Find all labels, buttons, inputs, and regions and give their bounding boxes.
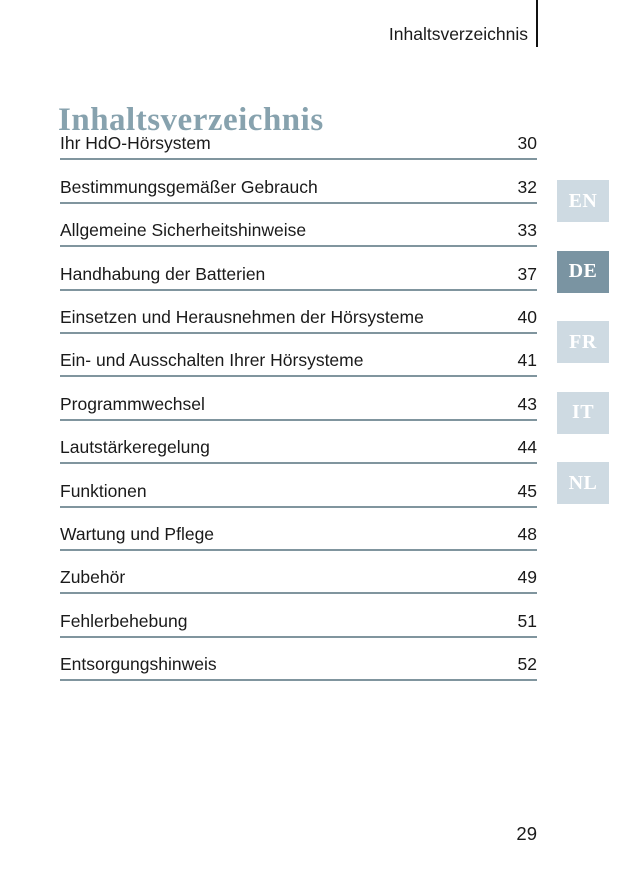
language-tab-label: IT	[571, 401, 595, 423]
running-header-title: Inhaltsverzeichnis	[388, 24, 528, 44]
page-title: Inhaltsverzeichnis	[58, 102, 324, 139]
toc-entry-page-number: 44	[517, 437, 537, 458]
toc-entry[interactable]: Lautstärkeregelung 44	[60, 421, 537, 465]
toc-entry-page-number: 30	[517, 133, 537, 154]
toc-entry-label: Zubehör	[60, 567, 126, 588]
toc-entry[interactable]: Wartung und Pflege 48	[60, 508, 537, 551]
toc-entry-label: Ein- und Ausschalten Ihrer Hörsysteme	[60, 350, 364, 371]
toc-entry-page-number: 51	[517, 610, 537, 631]
toc-entry[interactable]: Fehlerbehebung 51	[60, 594, 537, 638]
toc-entry[interactable]: Programmwechsel 43	[60, 377, 537, 421]
toc-entry-label: Einsetzen und Herausnehmen der Hörsystem…	[60, 306, 424, 327]
toc-entry[interactable]: Handhabung der Batterien 37	[60, 247, 537, 291]
toc-entry[interactable]: Zubehör 49	[60, 551, 537, 595]
toc-entry-label: Handhabung der Batterien	[60, 263, 266, 284]
language-tab-label: EN	[568, 189, 598, 212]
language-tab-label: NL	[568, 471, 598, 494]
toc-entry-page-number: 49	[517, 567, 537, 588]
language-tab-it[interactable]: IT	[557, 391, 609, 434]
language-tab-fr[interactable]: FR	[557, 321, 609, 363]
toc-list: Ihr HdO-Hörsystem 30 Bestimmungsgemäßer …	[60, 117, 537, 682]
language-tab-strip: EN DE FR IT NL	[557, 180, 609, 533]
toc-entry-page-number: 48	[517, 523, 537, 544]
toc-entry[interactable]: Funktionen 45	[60, 464, 537, 508]
page-number: 29	[516, 823, 537, 844]
toc-entry-page-number: 41	[517, 350, 537, 371]
toc-entry-label: Wartung und Pflege	[60, 523, 215, 544]
language-tab-label: DE	[568, 260, 598, 282]
toc-entry-page-number: 45	[517, 480, 537, 501]
language-tab-en[interactable]: EN	[557, 180, 609, 222]
toc-entry[interactable]: Entsorgungshinweis 52	[60, 638, 537, 682]
toc-entry-label: Funktionen	[60, 480, 147, 501]
toc-entry-label: Ihr HdO-Hörsystem	[60, 133, 211, 154]
toc-entry-page-number: 37	[517, 263, 537, 284]
toc-entry[interactable]: Ihr HdO-Hörsystem 30	[60, 117, 537, 161]
toc-entry-label: Entsorgungshinweis	[60, 654, 217, 675]
toc-entry[interactable]: Einsetzen und Herausnehmen der Hörsystem…	[60, 291, 537, 334]
toc-entry-label: Programmwechsel	[60, 393, 205, 414]
toc-entry-page-number: 52	[517, 654, 537, 675]
toc-entry-label: Allgemeine Sicherheitshinweise	[60, 220, 307, 241]
language-tab-de[interactable]: DE	[557, 250, 609, 293]
toc-entry[interactable]: Allgemeine Sicherheitshinweise 33	[60, 204, 537, 248]
language-tab-label: FR	[569, 330, 597, 353]
header-divider-line	[536, 0, 538, 47]
toc-entry-page-number: 40	[517, 306, 537, 327]
toc-entry[interactable]: Ein- und Ausschalten Ihrer Hörsysteme 41	[60, 334, 537, 378]
language-tab-nl[interactable]: NL	[557, 462, 609, 504]
toc-entry-page-number: 32	[517, 176, 537, 197]
toc-entry-label: Lautstärkeregelung	[60, 437, 210, 458]
toc-entry-label: Bestimmungsgemäßer Gebrauch	[60, 176, 318, 197]
toc-entry-page-number: 43	[517, 393, 537, 414]
toc-entry-label: Fehlerbehebung	[60, 610, 188, 631]
toc-entry-page-number: 33	[517, 220, 537, 241]
toc-entry[interactable]: Bestimmungsgemäßer Gebrauch 32	[60, 160, 537, 204]
